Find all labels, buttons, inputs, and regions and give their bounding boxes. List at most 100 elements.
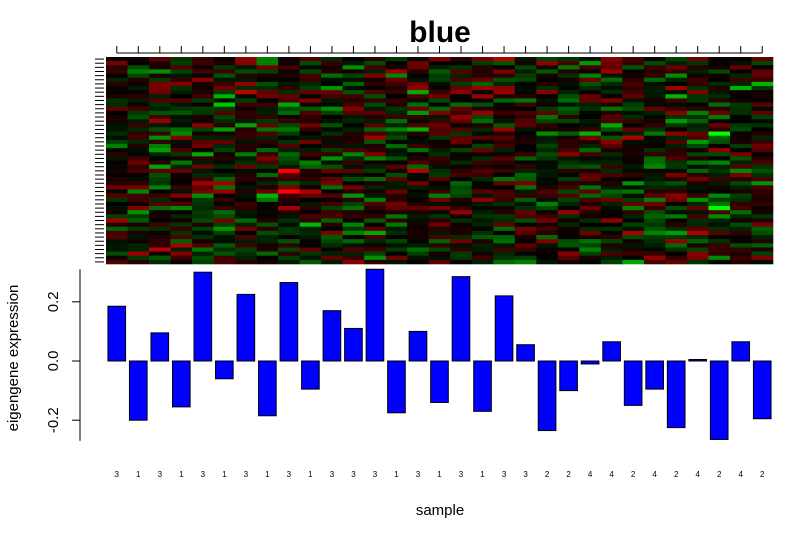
heatmap-cell xyxy=(213,85,236,91)
heatmap-cell xyxy=(665,214,688,219)
heatmap-cell xyxy=(192,193,214,199)
heatmap-cell xyxy=(665,193,688,199)
heatmap-cell xyxy=(170,164,193,170)
heatmap-cell xyxy=(536,90,559,95)
heatmap-cell xyxy=(665,210,688,215)
heatmap-cell xyxy=(342,152,365,157)
heatmap-cell xyxy=(536,177,559,182)
heatmap-cell xyxy=(235,143,257,149)
heatmap-cell xyxy=(514,119,537,124)
heatmap-cell xyxy=(729,73,752,78)
heatmap-cell xyxy=(170,206,193,211)
heatmap-cell xyxy=(622,123,645,128)
heatmap-cell xyxy=(471,160,494,165)
heatmap-cell xyxy=(192,85,214,91)
heatmap-cell xyxy=(428,135,451,141)
heatmap-cell xyxy=(471,65,494,70)
heatmap-cell xyxy=(321,206,343,211)
heatmap-cell xyxy=(256,255,279,261)
heatmap-cell xyxy=(708,222,731,228)
sample-label: 1 xyxy=(222,470,227,479)
heatmap-cell xyxy=(751,110,774,116)
bar xyxy=(236,293,256,362)
heatmap-cell xyxy=(536,189,559,194)
bar xyxy=(473,360,492,412)
heatmap-cell xyxy=(278,201,300,207)
heatmap-cell xyxy=(471,168,494,174)
heatmap-cell xyxy=(579,119,602,124)
heatmap-cell xyxy=(686,123,709,128)
heatmap-cell xyxy=(106,98,128,103)
heatmap-cell xyxy=(536,77,559,83)
heatmap-cell xyxy=(235,98,257,103)
heatmap-cell xyxy=(643,152,666,157)
heatmap-cell xyxy=(106,102,128,107)
heatmap-cell xyxy=(256,148,279,153)
heatmap-cell xyxy=(256,197,279,203)
heatmap-cell xyxy=(213,160,236,165)
heatmap-cell xyxy=(729,226,752,232)
heatmap-cell xyxy=(557,177,580,182)
heatmap-cell xyxy=(665,106,688,112)
heatmap-cell xyxy=(192,131,214,136)
heatmap-cell xyxy=(321,259,343,265)
heatmap-cell xyxy=(428,230,451,236)
heatmap-cell xyxy=(407,73,430,78)
heatmap-cell xyxy=(170,259,193,265)
heatmap-cell xyxy=(643,239,666,244)
heatmap-cell xyxy=(665,131,688,136)
heatmap-cell xyxy=(170,235,193,240)
heatmap-cell xyxy=(127,235,150,240)
heatmap-cell xyxy=(557,214,580,219)
heatmap-cell xyxy=(665,156,688,161)
bar xyxy=(580,360,600,365)
heatmap-cell xyxy=(622,193,645,199)
heatmap-cell xyxy=(643,160,666,165)
heatmap-cell xyxy=(235,69,257,74)
heatmap-cell xyxy=(536,201,559,207)
heatmap-cell xyxy=(708,85,731,91)
heatmap-cell xyxy=(622,239,645,244)
heatmap-cell xyxy=(428,73,451,78)
heatmap-cell xyxy=(256,181,279,186)
heatmap-cell xyxy=(471,235,494,240)
heatmap-cell xyxy=(235,73,257,78)
heatmap-cell xyxy=(364,222,387,228)
heatmap-cell xyxy=(708,210,731,215)
heatmap-cell xyxy=(235,131,257,136)
heatmap-cell xyxy=(299,143,322,149)
heatmap-cell xyxy=(643,189,666,194)
heatmap-cell xyxy=(622,218,645,223)
heatmap-cell xyxy=(321,185,343,190)
heatmap-cell xyxy=(536,251,559,257)
heatmap-cell xyxy=(342,251,365,257)
heatmap-cell xyxy=(729,57,752,62)
heatmap-cell xyxy=(149,247,171,252)
heatmap-cell xyxy=(622,164,645,170)
heatmap-cell xyxy=(428,123,451,128)
heatmap-cell xyxy=(471,201,494,207)
heatmap-cell xyxy=(665,114,688,120)
heatmap-cell xyxy=(149,206,171,211)
heatmap-cell xyxy=(299,119,322,124)
heatmap-cell xyxy=(579,77,602,83)
heatmap-cell xyxy=(299,94,322,99)
heatmap-cell xyxy=(557,247,580,252)
heatmap-cell xyxy=(450,230,473,236)
heatmap-cell xyxy=(536,152,559,157)
heatmap-cell xyxy=(299,177,322,182)
heatmap-cell xyxy=(600,177,623,182)
heatmap-cell xyxy=(729,102,752,107)
heatmap-cell xyxy=(557,135,580,141)
bar xyxy=(709,360,729,440)
heatmap-cell xyxy=(665,90,688,95)
heatmap-cell xyxy=(106,143,128,149)
heatmap-cell xyxy=(256,90,279,95)
heatmap-cell xyxy=(729,172,752,178)
heatmap-cell xyxy=(514,77,537,83)
heatmap-cell xyxy=(643,102,666,107)
heatmap-cell xyxy=(428,156,451,161)
heatmap-cell xyxy=(299,185,322,190)
heatmap-cell xyxy=(665,81,688,87)
heatmap-cell xyxy=(213,90,236,95)
